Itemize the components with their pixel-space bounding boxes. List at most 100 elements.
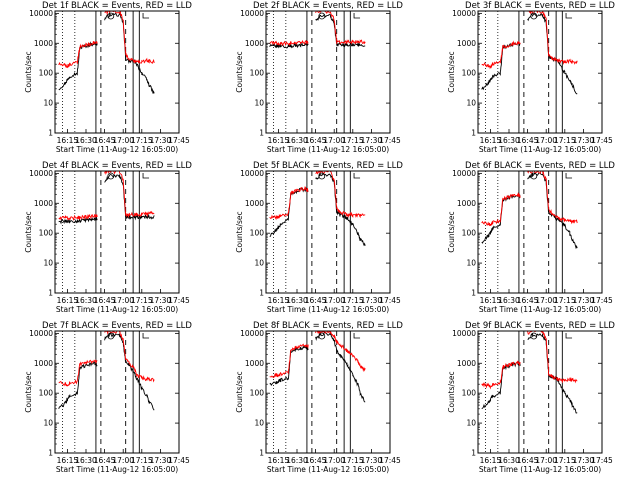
peak-marker-circle [107, 172, 115, 180]
lld-series-line [58, 331, 155, 387]
x-tick-label: 16:15 [480, 136, 502, 145]
y-tick-label: 100 [462, 389, 477, 398]
x-tick-label: 16:45 [517, 136, 539, 145]
y-tick-label: 10 [254, 419, 264, 428]
plot-frame [54, 10, 180, 134]
y-tick-label: 10000 [29, 9, 53, 18]
x-tick-label: 17:15 [554, 456, 576, 465]
peak-marker-circle [318, 332, 326, 340]
x-tick-label: 17:15 [554, 136, 576, 145]
x-tick-label: 17:00 [323, 456, 345, 465]
y-tick-label: 10000 [29, 169, 53, 178]
y-tick-label: 10000 [452, 329, 476, 338]
x-tick-label: 17:00 [112, 136, 134, 145]
y-tick-label: 1000 [34, 199, 53, 208]
lld-series-line [58, 11, 155, 69]
x-tick-label: 16:15 [57, 296, 79, 305]
y-tick-label: 10000 [452, 169, 476, 178]
y-axis-label: Counts/sec [447, 211, 456, 252]
chart-title: Det 8f BLACK = Events, RED = LLD [253, 321, 403, 331]
y-tick-label: 10 [43, 259, 53, 268]
y-tick-label: 1 [471, 289, 476, 298]
plot-frame [265, 330, 391, 454]
x-tick-label: 16:45 [94, 136, 116, 145]
x-tick-label: 17:30 [150, 296, 172, 305]
x-tick-label: 17:45 [379, 456, 401, 465]
x-axis-label: Start Time (11-Aug-12 16:05:00) [267, 145, 389, 154]
x-tick-label: 16:30 [498, 136, 520, 145]
plot-frame [477, 330, 603, 454]
y-tick-label: 100 [250, 229, 265, 238]
y-tick-label: 1 [48, 289, 53, 298]
y-tick-label: 1 [259, 129, 264, 138]
x-tick-label: 16:15 [57, 456, 79, 465]
plot-frame [265, 10, 391, 134]
chart-panel-9: Det 9f BLACK = Events, RED = LLD 1 10 100 10… [447, 321, 615, 474]
y-tick-label: 1000 [245, 199, 264, 208]
corner-marker [565, 173, 573, 179]
x-tick-label: 17:45 [591, 456, 613, 465]
y-tick-label: 1000 [245, 359, 264, 368]
y-tick-label: 1000 [457, 199, 476, 208]
chart-title: Det 4f BLACK = Events, RED = LLD [42, 161, 192, 171]
y-tick-label: 10000 [452, 9, 476, 18]
x-axis-label: Start Time (11-Aug-12 16:05:00) [479, 305, 601, 314]
chart-panel-3: Det 3f BLACK = Events, RED = LLD 1 10 100 10… [447, 1, 615, 154]
y-tick-label: 10000 [240, 9, 264, 18]
x-tick-label: 17:00 [535, 456, 557, 465]
x-tick-label: 17:45 [168, 296, 190, 305]
y-axis-label: Counts/sec [447, 51, 456, 92]
x-tick-label: 17:15 [131, 136, 153, 145]
y-tick-label: 1000 [34, 39, 53, 48]
lld-series-line [269, 171, 366, 221]
y-tick-label: 100 [250, 389, 265, 398]
y-tick-label: 10000 [29, 329, 53, 338]
corner-marker [142, 333, 150, 339]
lld-series-line [269, 331, 366, 379]
y-tick-label: 1 [259, 449, 264, 458]
peak-marker-circle [318, 12, 326, 20]
chart-title: Det 6f BLACK = Events, RED = LLD [465, 161, 615, 171]
x-tick-label: 17:15 [131, 456, 153, 465]
chart-panel-8: Det 8f BLACK = Events, RED = LLD 1 10 100 10… [235, 321, 403, 474]
x-tick-label: 17:00 [112, 456, 134, 465]
x-tick-label: 17:30 [361, 296, 383, 305]
plot-frame [54, 330, 180, 454]
peak-marker-circle [107, 12, 115, 20]
y-tick-label: 100 [462, 69, 477, 78]
lld-series-line [269, 11, 366, 47]
x-tick-label: 17:15 [342, 296, 364, 305]
x-tick-label: 16:30 [286, 296, 308, 305]
x-tick-label: 17:45 [168, 456, 190, 465]
y-axis-label: Counts/sec [235, 51, 244, 92]
corner-marker [353, 13, 361, 19]
x-axis-label: Start Time (11-Aug-12 16:05:00) [479, 145, 601, 154]
x-tick-label: 17:00 [112, 296, 134, 305]
chart-panel-4: Det 4f BLACK = Events, RED = LLD 1 10 100 10… [24, 161, 192, 314]
x-tick-label: 17:30 [573, 456, 595, 465]
y-axis-label: Counts/sec [447, 371, 456, 412]
y-tick-label: 1 [471, 129, 476, 138]
plot-frame [54, 170, 180, 294]
y-tick-label: 10 [254, 259, 264, 268]
x-tick-label: 17:15 [131, 296, 153, 305]
y-tick-label: 10 [43, 99, 53, 108]
chart-panel-6: Det 6f BLACK = Events, RED = LLD 1 10 100 10… [447, 161, 615, 314]
y-axis-label: Counts/sec [24, 371, 33, 412]
chart-panel-2: Det 2f BLACK = Events, RED = LLD 1 10 100 10… [235, 1, 403, 154]
x-tick-label: 17:15 [554, 296, 576, 305]
x-tick-label: 16:30 [75, 456, 97, 465]
lld-series-line [481, 331, 578, 390]
x-tick-label: 17:45 [591, 296, 613, 305]
x-tick-label: 16:45 [517, 456, 539, 465]
corner-marker [565, 333, 573, 339]
y-tick-label: 100 [39, 69, 54, 78]
corner-marker [142, 173, 150, 179]
y-tick-label: 1 [48, 449, 53, 458]
x-tick-label: 17:00 [535, 296, 557, 305]
x-tick-label: 16:15 [480, 456, 502, 465]
lld-series-line [481, 171, 578, 227]
x-tick-label: 16:30 [75, 136, 97, 145]
y-axis-label: Counts/sec [235, 371, 244, 412]
chart-title: Det 1f BLACK = Events, RED = LLD [42, 1, 192, 11]
